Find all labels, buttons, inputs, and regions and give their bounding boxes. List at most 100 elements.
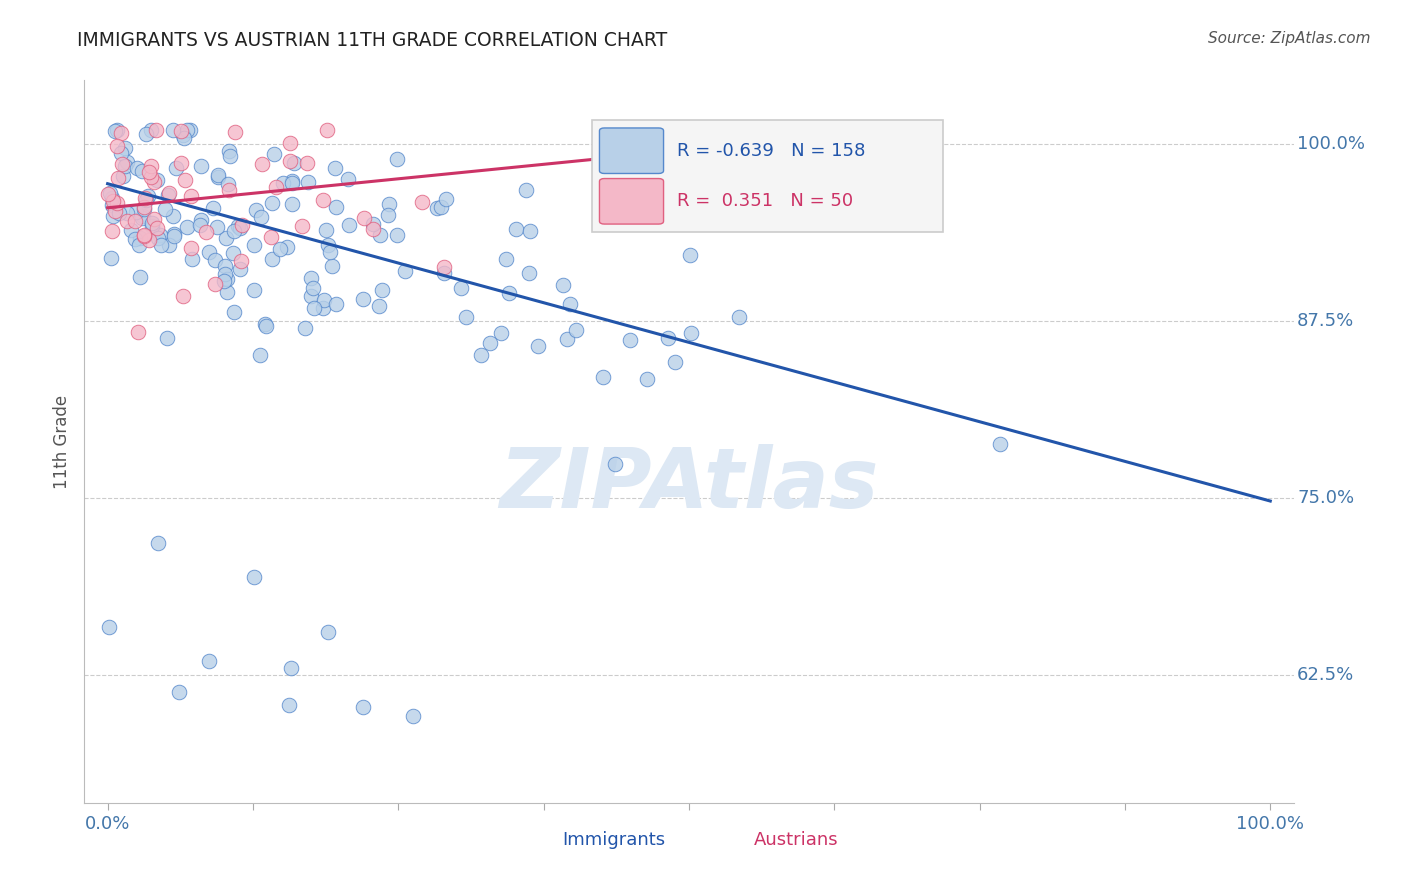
Point [353,211,375,226]
Point [262,195,284,210]
Point [163,227,186,242]
Point [281,197,304,211]
Point [243,570,266,584]
Point [148,536,170,550]
Point [278,154,301,169]
Point [505,222,527,236]
FancyBboxPatch shape [711,827,745,855]
Point [515,183,537,197]
Point [314,293,336,307]
Point [323,161,346,176]
Point [214,267,236,281]
Point [194,225,217,239]
Point [111,156,134,170]
Point [229,262,252,277]
Point [325,200,347,214]
Point [153,202,176,217]
Point [988,436,1011,450]
FancyBboxPatch shape [599,128,664,173]
Point [112,169,135,184]
Point [170,156,193,170]
Point [117,206,139,220]
Point [312,301,335,315]
Point [142,211,165,226]
Point [215,285,238,300]
Point [281,177,304,191]
Point [385,228,408,243]
Point [134,191,156,205]
Point [728,310,751,325]
Point [222,245,245,260]
Point [176,219,198,234]
Point [402,709,425,723]
Point [104,124,127,138]
Point [361,217,384,231]
Point [312,193,335,207]
Point [139,170,162,185]
Point [141,215,163,229]
Point [162,123,184,137]
Point [150,238,173,252]
Point [434,192,457,206]
Point [172,128,194,142]
Point [124,232,146,246]
Point [127,161,149,175]
Point [120,222,142,236]
Point [179,123,201,137]
Text: 87.5%: 87.5% [1298,312,1354,330]
Point [148,231,170,245]
Point [337,218,360,232]
Point [260,230,283,244]
Point [433,260,456,274]
Point [97,186,120,201]
Point [243,238,266,252]
Point [167,685,190,699]
Point [135,128,157,142]
Point [132,202,155,217]
Point [411,195,433,210]
Point [592,369,614,384]
Point [157,186,180,200]
Point [125,204,148,219]
Point [224,224,246,238]
Point [619,333,641,347]
Point [173,130,195,145]
Point [157,188,180,202]
Point [101,210,124,224]
Point [260,252,283,266]
Point [207,168,229,182]
Text: 62.5%: 62.5% [1298,666,1354,684]
Text: IMMIGRANTS VS AUSTRIAN 11TH GRADE CORRELATION CHART: IMMIGRANTS VS AUSTRIAN 11TH GRADE CORREL… [77,31,668,50]
Point [212,274,235,288]
Point [498,286,520,301]
Point [114,141,136,155]
Point [145,123,167,137]
Point [104,204,127,219]
Point [214,259,236,273]
Point [134,227,156,242]
Point [132,200,155,214]
Point [245,202,267,217]
Point [291,219,314,234]
Point [254,319,277,334]
Point [170,123,193,137]
Point [263,147,285,161]
Point [215,272,238,286]
Point [426,202,449,216]
Text: 75.0%: 75.0% [1298,489,1354,508]
Point [115,155,138,169]
Point [319,244,342,259]
Text: ZIPAtlas: ZIPAtlas [499,444,879,525]
Point [105,139,128,153]
Point [489,326,512,340]
Point [679,326,702,340]
Point [204,252,226,267]
Point [138,233,160,247]
Point [176,123,198,137]
Text: Immigrants: Immigrants [562,831,665,849]
Point [271,176,294,190]
Point [146,220,169,235]
Point [456,310,478,324]
Point [163,228,186,243]
Point [101,194,124,208]
